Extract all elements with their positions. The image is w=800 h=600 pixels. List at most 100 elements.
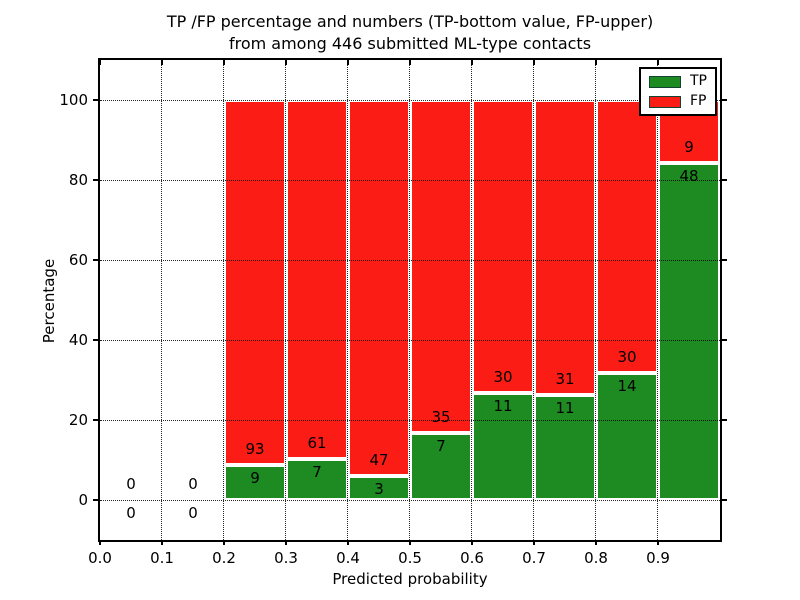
gridline-horizontal xyxy=(100,420,720,421)
x-tick-mark-top xyxy=(99,60,101,65)
x-tick-label: 0.6 xyxy=(460,549,484,567)
x-tick-label: 0.5 xyxy=(398,549,422,567)
bar-segment-fp xyxy=(596,100,658,373)
plot-area: TP FP 0 0 0 0 93 9 61 7 47 3 35 7 30 11 31 11 30 14 9 48 xyxy=(93,60,727,545)
legend-swatch-fp-icon xyxy=(649,95,681,108)
bar-segment-fp xyxy=(286,100,348,459)
gridline-horizontal xyxy=(100,180,720,181)
bar-label-fp-count: 61 xyxy=(307,433,327,452)
x-tick-mark-top xyxy=(161,60,163,65)
x-tick-mark xyxy=(533,540,535,545)
bar-label-tp-count: 48 xyxy=(679,167,699,186)
bar-label-tp-count: 14 xyxy=(617,376,637,395)
x-tick-mark-top xyxy=(409,60,411,65)
legend-label-fp: FP xyxy=(690,93,707,109)
bar-label-fp-count: 30 xyxy=(493,367,513,386)
gridline-vertical xyxy=(161,60,162,540)
gridline-vertical xyxy=(347,60,348,540)
x-tick-mark-top xyxy=(595,60,597,65)
x-tick-mark-top xyxy=(285,60,287,65)
y-tick-mark xyxy=(93,259,98,261)
x-tick-label: 0.9 xyxy=(646,549,670,567)
gridline-vertical xyxy=(533,60,534,540)
y-tick-label: 100 xyxy=(59,91,88,109)
x-tick-mark xyxy=(657,540,659,545)
gridline-vertical xyxy=(409,60,410,540)
bar-segment-fp xyxy=(410,100,472,434)
x-tick-label: 0.7 xyxy=(522,549,546,567)
bar-segment-tp xyxy=(596,372,658,500)
gridline-horizontal xyxy=(100,500,720,501)
y-tick-mark xyxy=(93,99,98,101)
x-tick-mark-top xyxy=(347,60,349,65)
x-tick-mark-top xyxy=(533,60,535,65)
bar-label-tp-count: 3 xyxy=(374,480,384,498)
bar-label-fp-count: 0 xyxy=(126,475,136,493)
x-tick-mark xyxy=(347,540,349,545)
bar-segment-tp xyxy=(534,395,596,500)
bar-label-fp-count: 0 xyxy=(188,475,198,493)
gridline-horizontal xyxy=(100,340,720,341)
bar-segment-fp xyxy=(224,100,286,465)
bar-label-fp-count: 31 xyxy=(555,370,575,389)
y-tick-mark xyxy=(93,339,98,341)
y-tick-mark xyxy=(93,419,98,421)
bar-label-fp-count: 93 xyxy=(245,439,265,458)
y-tick-label: 20 xyxy=(68,411,88,429)
bar-label-tp-count: 7 xyxy=(436,437,446,456)
chart-title-line1: TP /FP percentage and numbers (TP-bottom… xyxy=(166,12,654,31)
x-tick-label: 0.8 xyxy=(584,549,608,567)
gridline-vertical xyxy=(223,60,224,540)
x-axis-label: Predicted probability xyxy=(332,570,488,588)
bar-label-fp-count: 9 xyxy=(684,138,694,157)
gridline-vertical xyxy=(595,60,596,540)
chart-title-line2: from among 446 submitted ML-type contact… xyxy=(228,34,592,53)
bar-segment-tp xyxy=(224,464,286,500)
bar-segment-fp xyxy=(534,100,596,396)
legend-swatch-tp-icon xyxy=(649,75,681,88)
y-tick-mark-right xyxy=(722,419,727,421)
y-tick-label: 80 xyxy=(68,171,88,189)
x-tick-label: 0.3 xyxy=(274,549,298,567)
x-tick-mark xyxy=(595,540,597,545)
gridline-horizontal xyxy=(100,100,720,101)
y-tick-label: 0 xyxy=(78,491,88,509)
y-tick-mark xyxy=(93,179,98,181)
gridline-vertical xyxy=(471,60,472,540)
bar-label-tp-count: 9 xyxy=(250,468,260,487)
x-tick-mark xyxy=(99,540,101,545)
bar-segment-tp xyxy=(658,163,720,500)
gridline-vertical xyxy=(285,60,286,540)
y-tick-mark-right xyxy=(722,99,727,101)
gridline-horizontal xyxy=(100,260,720,261)
x-tick-label: 0.0 xyxy=(88,549,112,567)
bar-label-fp-count: 47 xyxy=(369,451,389,469)
legend-item-tp: TP xyxy=(649,74,707,89)
x-tick-label: 0.2 xyxy=(212,549,236,567)
y-tick-mark-right xyxy=(722,179,727,181)
x-tick-label: 0.4 xyxy=(336,549,360,567)
x-tick-mark-top xyxy=(471,60,473,65)
x-tick-mark xyxy=(223,540,225,545)
chart-legend: TP FP xyxy=(639,67,717,116)
y-tick-mark-right xyxy=(722,339,727,341)
x-tick-mark-top xyxy=(223,60,225,65)
y-axis-label: Percentage xyxy=(40,258,58,344)
x-tick-mark xyxy=(285,540,287,545)
bar-label-tp-count: 0 xyxy=(126,504,136,522)
bar-segment-tp xyxy=(286,458,348,500)
x-tick-mark-top xyxy=(657,60,659,65)
y-tick-label: 60 xyxy=(68,251,88,269)
x-tick-label: 0.1 xyxy=(150,549,174,567)
bar-segment-tp xyxy=(410,433,472,500)
legend-item-fp: FP xyxy=(649,94,707,109)
x-tick-mark xyxy=(471,540,473,545)
bar-label-tp-count: 11 xyxy=(493,396,513,415)
y-tick-mark-right xyxy=(722,259,727,261)
bar-label-fp-count: 30 xyxy=(617,347,637,366)
y-tick-mark-right xyxy=(722,499,727,501)
bar-segment-fp xyxy=(348,100,410,476)
bar-label-tp-count: 11 xyxy=(555,399,575,418)
legend-label-tp: TP xyxy=(690,73,707,89)
